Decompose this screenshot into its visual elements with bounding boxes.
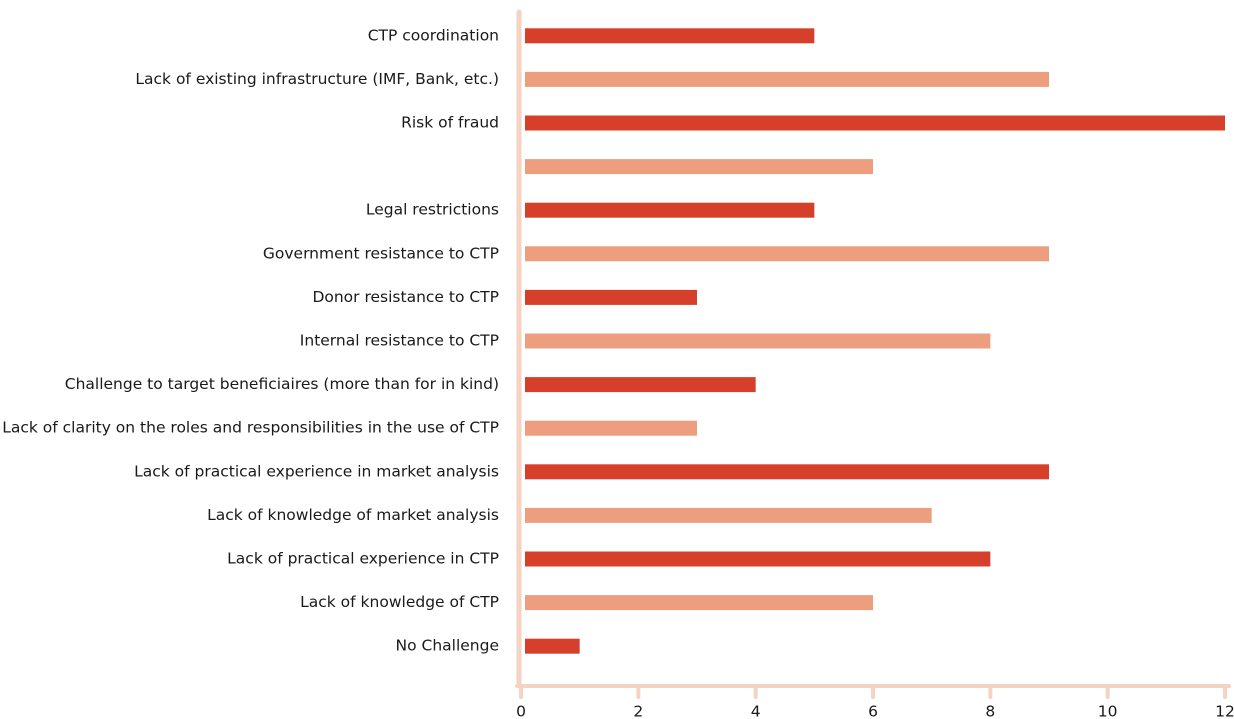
bar (525, 159, 873, 175)
y-tick-label: Lack of knowledge of market analysis (207, 506, 499, 524)
bar (525, 289, 697, 305)
bar (525, 551, 991, 567)
y-tick-label: Lack of clarity on the roles and respons… (2, 419, 499, 437)
bar (525, 464, 1049, 480)
y-tick-label: Lack of existing infrastructure (IMF, Ba… (135, 70, 499, 88)
y-tick-label: Government resistance to CTP (263, 244, 499, 262)
bar (525, 638, 580, 654)
y-tick-label: Lack of practical experience in market a… (134, 462, 499, 480)
bar (525, 115, 1225, 131)
bar (525, 507, 932, 523)
y-tick-label: Internal resistance to CTP (300, 332, 499, 350)
y-tick-label: No Challenge (396, 637, 500, 655)
x-tick-label: 10 (1098, 703, 1118, 719)
bar (525, 420, 697, 436)
x-tick-label: 6 (868, 703, 878, 719)
x-tick-label: 0 (516, 703, 526, 719)
y-tick-label: Challenge to target beneficiaires (more … (65, 375, 499, 393)
y-tick-label: Donor resistance to CTP (312, 288, 499, 306)
y-tick-label: Legal restrictions (366, 201, 499, 219)
bar (525, 71, 1049, 87)
bar (525, 377, 756, 393)
bar (525, 28, 815, 44)
bar (525, 333, 991, 349)
y-tick-label: Risk of fraud (401, 114, 499, 132)
x-tick-label: 2 (633, 703, 643, 719)
bar (525, 595, 873, 611)
y-tick-label: CTP coordination (368, 26, 499, 44)
x-tick-label: 8 (985, 703, 995, 719)
bar (525, 202, 815, 218)
y-tick-label: Lack of knowledge of CTP (300, 593, 499, 611)
bar (525, 246, 1049, 262)
y-tick-label: Lack of practical experience in CTP (227, 550, 499, 568)
x-tick-label: 12 (1215, 703, 1234, 719)
x-tick-label: 4 (751, 703, 761, 719)
